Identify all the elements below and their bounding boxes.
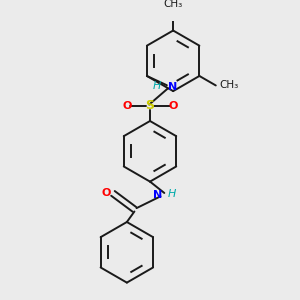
Text: CH₃: CH₃ (219, 80, 238, 90)
Text: O: O (101, 188, 111, 198)
Text: O: O (122, 101, 131, 111)
Text: N: N (168, 82, 177, 92)
Text: H: H (153, 81, 161, 91)
Text: O: O (169, 101, 178, 111)
Text: S: S (146, 99, 154, 112)
Text: CH₃: CH₃ (164, 0, 183, 10)
Text: N: N (153, 190, 162, 200)
Text: H: H (168, 189, 176, 199)
